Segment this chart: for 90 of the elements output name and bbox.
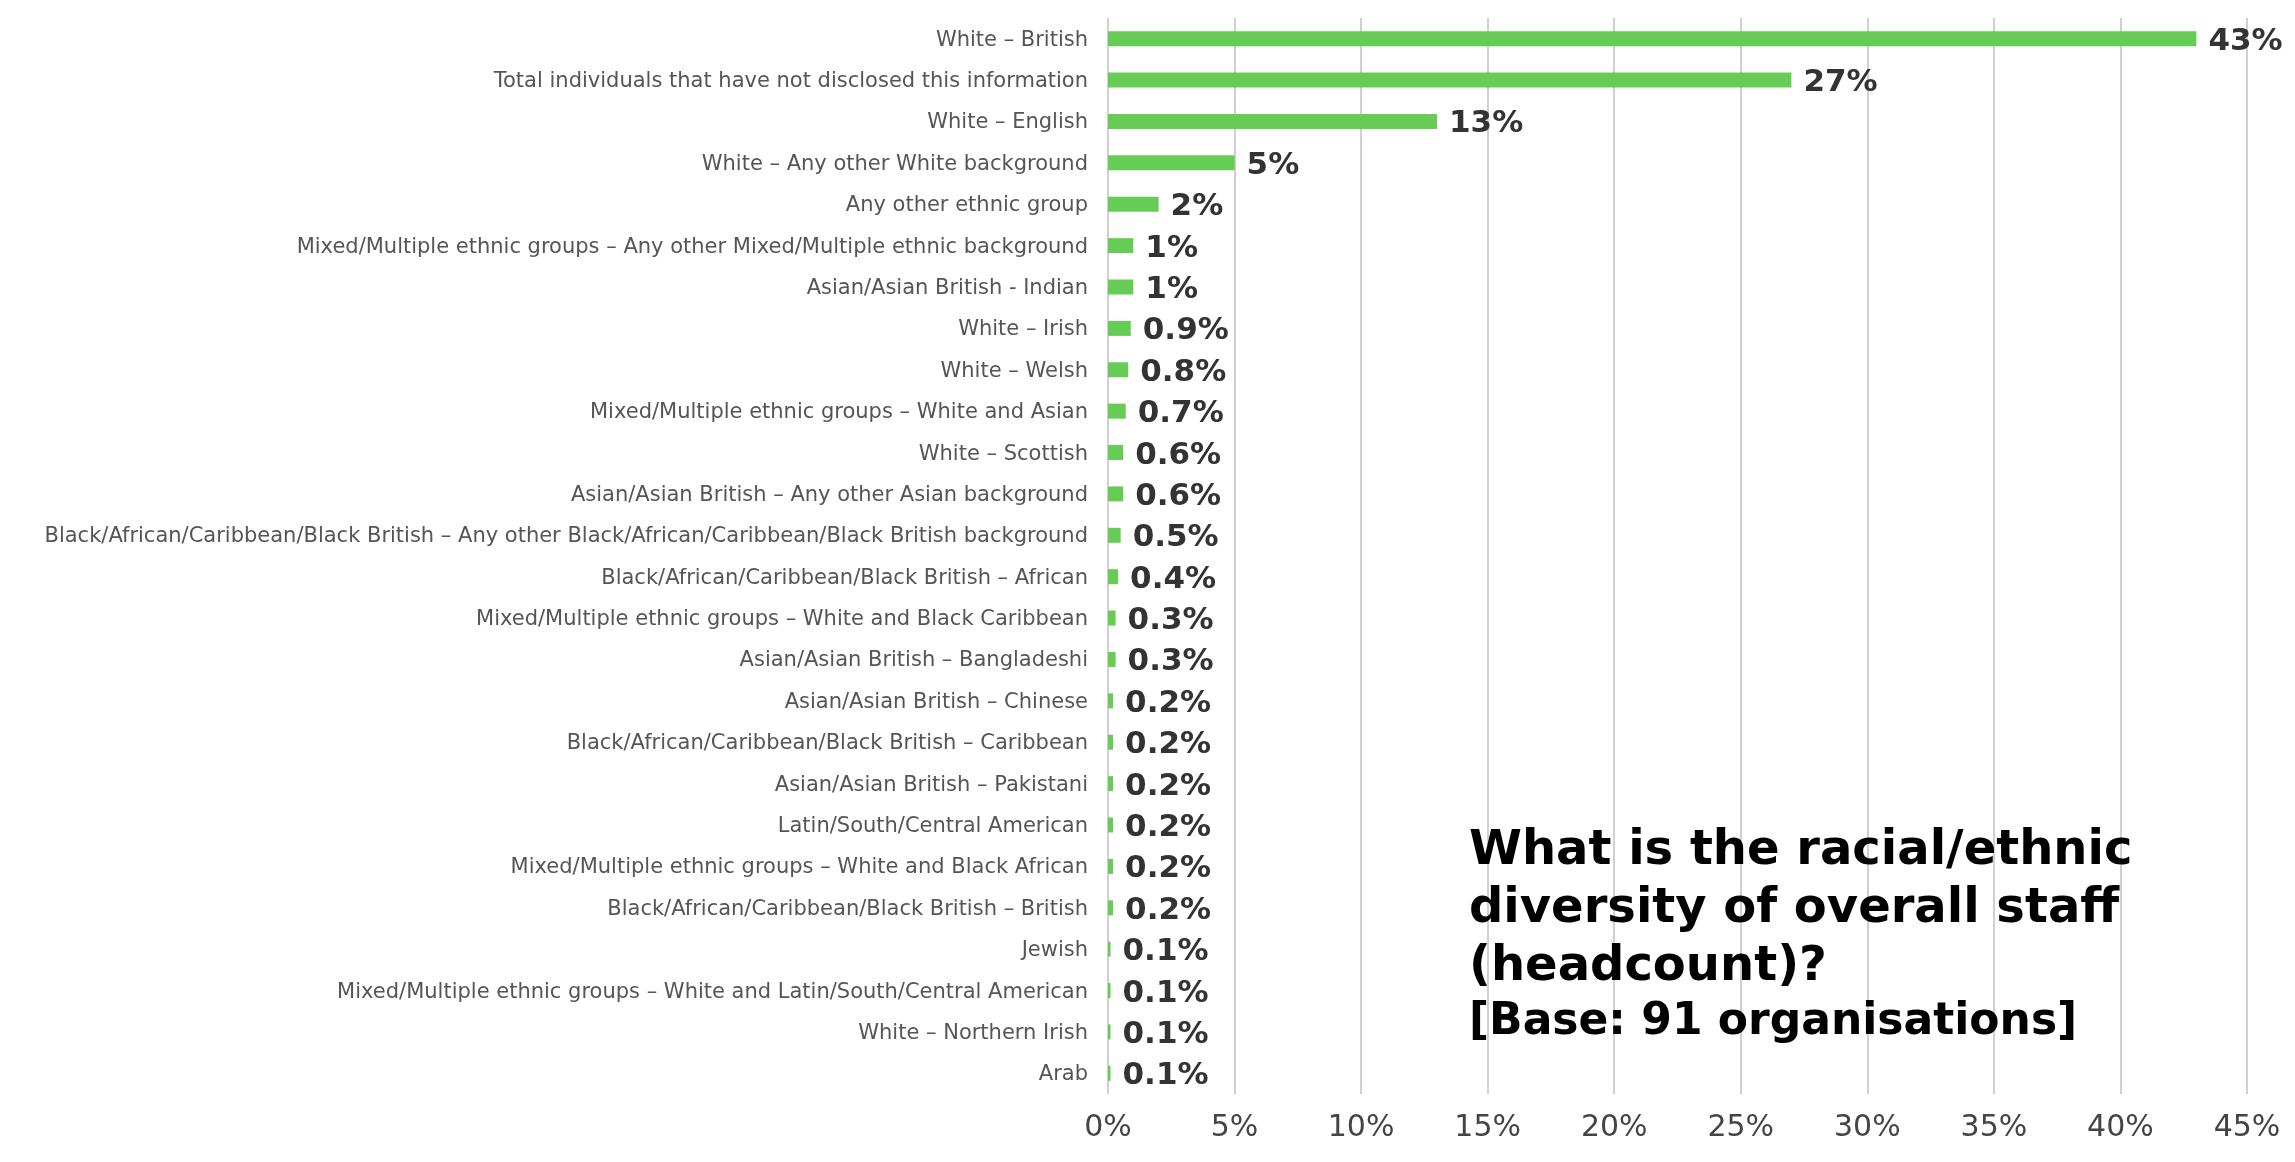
data-label: 0.2% (1125, 682, 1212, 719)
bar (1108, 320, 1131, 336)
y-tick-label: Black/African/Caribbean/Black British – Any other Black/African/Caribbean/Black British background (44, 523, 1088, 548)
bar (1108, 610, 1116, 626)
bar (1108, 31, 2197, 47)
y-tick-label: Mixed/Multiple ethnic groups – Any other Mixed/Multiple ethnic background (296, 233, 1088, 258)
bar (1108, 983, 1111, 999)
y-tick-label: White – English (927, 109, 1088, 134)
bar (1108, 1065, 1111, 1081)
y-tick-label: Asian/Asian British – Bangladeshi (739, 647, 1088, 672)
data-label: 0.6% (1135, 434, 1222, 471)
x-tick-label: 35% (1960, 1107, 2028, 1143)
bar (1108, 486, 1124, 502)
y-tick-label: Latin/South/Central American (777, 813, 1088, 837)
y-tick-label: Mixed/Multiple ethnic groups – White and Latin/South/Central American (337, 978, 1088, 1003)
bar (1108, 569, 1119, 585)
y-tick-label: Asian/Asian British – Any other Asian background (570, 481, 1088, 506)
data-label: 5% (1246, 144, 1300, 181)
data-label: 13% (1449, 103, 1524, 140)
bar (1108, 445, 1124, 461)
y-tick-label: Asian/Asian British – Pakistani (774, 771, 1088, 796)
data-label: 27% (1803, 62, 1878, 99)
bar (1108, 72, 1792, 88)
bar (1108, 1024, 1111, 1040)
bar (1108, 238, 1134, 254)
y-tick-label: White – Welsh (940, 357, 1088, 382)
x-tick-label: 0% (1084, 1107, 1132, 1143)
data-label: 1% (1145, 269, 1198, 305)
data-label: 43% (2208, 20, 2283, 57)
y-tick-label: Asian/Asian British – Chinese (784, 688, 1088, 713)
data-label: 0.2% (1125, 807, 1212, 843)
data-label: 0.8% (1140, 351, 1227, 388)
x-tick-label: 45% (2213, 1107, 2281, 1143)
data-label: 0.7% (1137, 393, 1224, 430)
data-label: 0.1% (1122, 972, 1209, 1009)
data-label: 2% (1170, 186, 1224, 223)
data-label: 0.2% (1125, 889, 1212, 926)
y-tick-label: Arab (1038, 1061, 1088, 1086)
bar (1108, 279, 1134, 295)
y-tick-label: White – Scottish (918, 440, 1088, 465)
bar (1108, 817, 1114, 833)
y-tick-label: Black/African/Caribbean/Black British – African (601, 564, 1088, 589)
y-tick-label: Mixed/Multiple ethnic groups – White and Black African (510, 854, 1088, 879)
y-tick-label: Asian/Asian British - Indian (806, 275, 1088, 299)
data-label: 0.9% (1142, 310, 1229, 347)
x-tick-label: 20% (1580, 1107, 1648, 1143)
y-tick-label: White – Northern Irish (858, 1019, 1088, 1044)
data-label: 0.4% (1130, 558, 1217, 595)
data-label: 0.2% (1125, 765, 1212, 802)
bar (1108, 113, 1438, 129)
bar (1108, 776, 1114, 792)
x-tick-label: 25% (1707, 1107, 1775, 1143)
data-label: 0.2% (1125, 848, 1212, 885)
y-tick-label: Jewish (1019, 937, 1088, 962)
data-label: 0.1% (1122, 1055, 1209, 1092)
bar (1108, 693, 1114, 709)
bar (1108, 155, 1235, 171)
bar (1108, 527, 1121, 543)
data-label: 1% (1145, 227, 1198, 264)
bar (1108, 362, 1129, 378)
x-tick-label: 40% (2087, 1107, 2154, 1143)
text: What is the racial/ethnic diversity of overall staff (headcount)? (1469, 819, 2150, 991)
bar (1108, 734, 1114, 750)
data-label: 0.5% (1132, 517, 1219, 554)
y-tick-label: Any other ethnic group (845, 192, 1088, 217)
x-tick-label: 5% (1210, 1107, 1259, 1143)
bar (1108, 858, 1114, 874)
data-label: 0.1% (1122, 931, 1209, 968)
y-tick-label: Black/African/Caribbean/Black British – British (607, 895, 1088, 920)
text: [Base: 91 organisations] (1469, 992, 2078, 1044)
y-tick-label: Mixed/Multiple ethnic groups – White and Black Caribbean (476, 606, 1088, 631)
y-tick-label: White – Any other White background (701, 150, 1088, 175)
bar (1108, 651, 1116, 667)
bar (1108, 941, 1111, 957)
y-tick-label: White – Irish (958, 316, 1088, 341)
data-label: 0.1% (1122, 1013, 1209, 1050)
y-tick-label: Black/African/Caribbean/Black British – Caribbean (566, 730, 1088, 755)
data-label: 0.6% (1135, 475, 1222, 512)
bar (1108, 196, 1159, 212)
bar (1108, 900, 1114, 916)
y-tick-label: White – British (935, 26, 1088, 51)
x-tick-label: 30% (1833, 1107, 1901, 1143)
bar (1108, 403, 1126, 419)
data-label: 0.2% (1125, 724, 1212, 761)
y-tick-label: Mixed/Multiple ethnic groups – White and Asian (589, 399, 1088, 424)
data-label: 0.3% (1127, 600, 1214, 637)
y-tick-label: Total individuals that have not disclosed this information (492, 68, 1088, 93)
x-tick-label: 10% (1327, 1107, 1395, 1143)
x-tick-label: 15% (1454, 1107, 1522, 1143)
data-label: 0.3% (1127, 641, 1214, 678)
